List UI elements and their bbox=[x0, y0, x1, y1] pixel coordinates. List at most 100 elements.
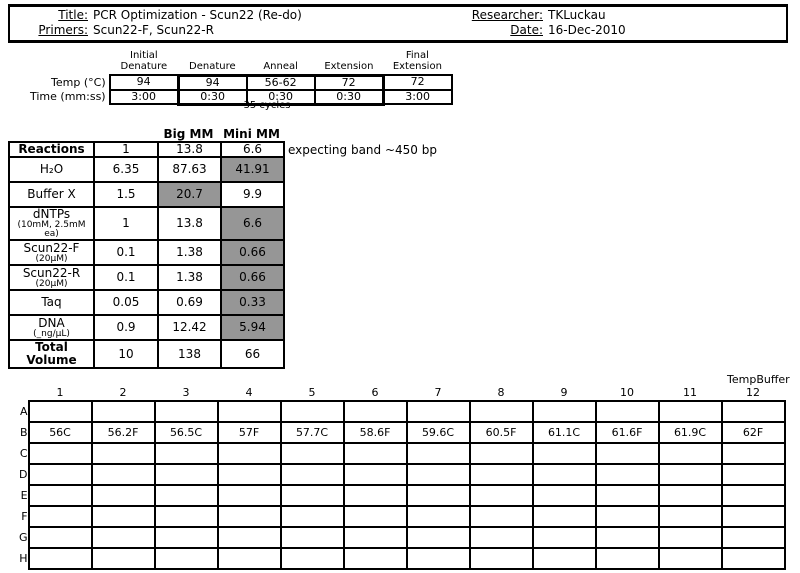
mini-mm-header: Mini MM bbox=[223, 127, 280, 141]
plate-cell bbox=[216, 400, 282, 423]
plate-cell bbox=[405, 547, 471, 570]
mastermix-row-primer-r: Scun22-R (20µM) 0.1 1.38 0.66 bbox=[8, 264, 285, 291]
value-cell-shaded: 0.66 bbox=[220, 239, 285, 266]
value-cell-shaded: 5.94 bbox=[220, 314, 285, 341]
plate-cell bbox=[405, 463, 471, 486]
program-time-cell: 3:00 bbox=[382, 88, 453, 105]
plate-cell bbox=[468, 526, 534, 549]
plate-cell: 61.6F bbox=[594, 421, 660, 444]
row-label: Scun22-F (20µM) bbox=[8, 239, 95, 266]
plate-col-header: 9 bbox=[560, 386, 568, 399]
program-time-cell: 0:30 bbox=[245, 88, 316, 106]
plate-row-label: A bbox=[20, 405, 28, 418]
row-label-main: DNA bbox=[38, 315, 65, 330]
plate-grid: 1 2 3 4 5 6 7 8 9 10 11 12 A B 56C 56.2F… bbox=[19, 386, 786, 570]
mastermix-row-primer-f: Scun22-F (20µM) 0.1 1.38 0.66 bbox=[8, 239, 285, 266]
plate-col-header: 10 bbox=[620, 386, 635, 399]
value-cell: 0.1 bbox=[93, 239, 159, 266]
program-temp-cell: 72 bbox=[382, 74, 453, 91]
plate-corner bbox=[19, 386, 29, 401]
row-label: H₂O bbox=[8, 156, 95, 183]
plate-row-label: C bbox=[19, 447, 28, 460]
plate-col-header-row: 1 2 3 4 5 6 7 8 9 10 11 12 bbox=[19, 386, 785, 401]
plate-row-label: E bbox=[20, 489, 28, 502]
plate-row-label: D bbox=[19, 468, 28, 481]
plate-cell bbox=[153, 547, 219, 570]
plate-cell bbox=[153, 526, 219, 549]
plate-cell: 61.9C bbox=[657, 421, 723, 444]
value-cell: 87.63 bbox=[157, 156, 222, 183]
header-row-1: Title: PCR Optimization - Scun22 (Re-do)… bbox=[10, 8, 786, 23]
mastermix-column-headers: Big MM Mini MM bbox=[157, 127, 283, 141]
plate-cell bbox=[594, 463, 660, 486]
program-temp-row: Temp (°C) 94 94 56-62 72 72 bbox=[30, 73, 453, 91]
plate-row-F: F bbox=[19, 505, 786, 528]
plate-col-header: 7 bbox=[434, 386, 442, 399]
row-label: dNTPs (10mM, 2.5mM ea) bbox=[8, 206, 95, 241]
plate-cell bbox=[216, 526, 282, 549]
plate-cell bbox=[720, 400, 786, 423]
mastermix-row-dna: DNA (_ng/µL) 0.9 12.42 5.94 bbox=[8, 314, 285, 341]
program-time-row: Time (mm:ss) 3:00 0:30 0:30 0:30 3:00 bbox=[30, 88, 453, 106]
plate-cell bbox=[279, 463, 345, 486]
plate-cell bbox=[594, 484, 660, 507]
plate-col-header: 12 bbox=[746, 386, 761, 399]
mastermix-row-reactions: Reactions 1 13.8 6.6 bbox=[8, 141, 285, 158]
primers-label: Primers: bbox=[38, 23, 88, 37]
value-cell-shaded: 20.7 bbox=[157, 181, 222, 208]
plate-cell: 57.7C bbox=[279, 421, 345, 444]
plate-cell: 61.1C bbox=[531, 421, 597, 444]
program-temp-cell: 94 bbox=[108, 74, 180, 91]
plate-col-header: 6 bbox=[371, 386, 379, 399]
plate-cell bbox=[720, 526, 786, 549]
value-cell-shaded: 41.91 bbox=[220, 156, 285, 183]
plate-cell bbox=[468, 442, 534, 465]
value-cell: 13.8 bbox=[157, 141, 222, 158]
plate-cell: 58.6F bbox=[342, 421, 408, 444]
plate-cell bbox=[657, 505, 723, 528]
plate-cell bbox=[216, 442, 282, 465]
value-cell: 1.38 bbox=[157, 239, 222, 266]
plate-cell bbox=[594, 505, 660, 528]
row-label-main: Scun22-R bbox=[22, 265, 81, 280]
program-col-header-final-extension: Final Extension bbox=[392, 50, 442, 72]
plate-cell bbox=[153, 463, 219, 486]
plate-cell bbox=[468, 484, 534, 507]
program-col-header-anneal: Anneal bbox=[263, 60, 298, 72]
plate-cell bbox=[216, 484, 282, 507]
big-mm-header: Big MM bbox=[163, 127, 214, 141]
researcher-value: TKLuckau bbox=[548, 8, 606, 22]
plate-cell bbox=[657, 526, 723, 549]
value-cell-shaded: 0.33 bbox=[220, 289, 285, 316]
expected-band-note: expecting band ~450 bp bbox=[288, 143, 437, 157]
value-cell: 6.6 bbox=[220, 141, 285, 158]
program-time-cell: 0:30 bbox=[313, 88, 385, 106]
plate-cell bbox=[531, 484, 597, 507]
plate-col-header: 8 bbox=[497, 386, 505, 399]
plate-cell bbox=[468, 463, 534, 486]
plate-cell bbox=[594, 442, 660, 465]
plate-cell bbox=[342, 547, 408, 570]
plate-cell bbox=[657, 463, 723, 486]
header-box: Title: PCR Optimization - Scun22 (Re-do)… bbox=[8, 4, 788, 43]
plate-cell bbox=[27, 505, 93, 528]
row-label: DNA (_ng/µL) bbox=[8, 314, 95, 341]
plate-cell bbox=[720, 463, 786, 486]
plate-cell bbox=[720, 505, 786, 528]
plate-cell: 56.5C bbox=[153, 421, 219, 444]
plate-cell bbox=[27, 442, 93, 465]
value-cell: 0.1 bbox=[93, 264, 159, 291]
plate-cell bbox=[657, 442, 723, 465]
plate-row-E: E bbox=[19, 484, 786, 507]
plate-cell bbox=[279, 442, 345, 465]
program-corner bbox=[30, 50, 110, 75]
plate-cell bbox=[342, 484, 408, 507]
program-temp-cell: 56-62 bbox=[245, 73, 316, 91]
researcher-label: Researcher: bbox=[471, 8, 543, 22]
row-label: Total Volume bbox=[8, 339, 95, 369]
value-cell: 13.8 bbox=[157, 206, 222, 241]
value-cell: 1 bbox=[93, 141, 159, 158]
plate-cell bbox=[279, 505, 345, 528]
plate-col-header: 1 bbox=[56, 386, 64, 399]
row-label-main: Scun22-F bbox=[23, 240, 80, 255]
